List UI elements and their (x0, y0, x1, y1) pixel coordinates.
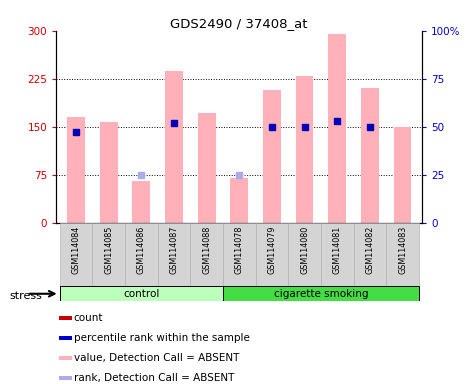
Text: GSM114084: GSM114084 (71, 226, 80, 274)
Bar (223, 223, 256, 286)
Title: GDS2490 / 37408_at: GDS2490 / 37408_at (170, 17, 308, 30)
Text: count: count (74, 313, 103, 323)
Bar (190, 223, 223, 286)
Bar (132, 181, 150, 223)
Bar (386, 223, 419, 286)
Bar (67, 117, 85, 223)
Text: cigarette smoking: cigarette smoking (273, 289, 368, 299)
Bar (393, 127, 411, 223)
Bar (59, 336, 72, 340)
Bar (125, 223, 158, 286)
Bar (263, 90, 281, 223)
Text: percentile rank within the sample: percentile rank within the sample (74, 333, 250, 343)
Text: stress: stress (9, 291, 42, 301)
Text: GSM114083: GSM114083 (398, 226, 407, 274)
Bar (60, 286, 223, 301)
Bar (158, 223, 190, 286)
Bar (165, 71, 183, 223)
Bar (59, 356, 72, 360)
Bar (288, 223, 321, 286)
Text: rank, Detection Call = ABSENT: rank, Detection Call = ABSENT (74, 373, 234, 383)
Text: GSM114086: GSM114086 (136, 226, 146, 274)
Bar (59, 316, 72, 320)
Text: GSM114085: GSM114085 (104, 226, 113, 274)
Bar (60, 223, 92, 286)
Text: GSM114082: GSM114082 (365, 226, 374, 274)
Text: GSM114081: GSM114081 (333, 226, 342, 274)
Bar (328, 34, 346, 223)
Bar (354, 223, 386, 286)
Text: GSM114080: GSM114080 (300, 226, 309, 274)
Bar (92, 223, 125, 286)
Text: GSM114088: GSM114088 (202, 226, 211, 274)
Bar (321, 223, 354, 286)
Text: GSM114087: GSM114087 (169, 226, 178, 274)
Bar (295, 76, 313, 223)
Text: GSM114079: GSM114079 (267, 226, 276, 275)
Bar (59, 376, 72, 381)
Bar (99, 122, 118, 223)
Bar (223, 286, 419, 301)
Text: value, Detection Call = ABSENT: value, Detection Call = ABSENT (74, 353, 239, 363)
Bar (197, 113, 216, 223)
Bar (361, 88, 379, 223)
Text: GSM114078: GSM114078 (234, 226, 244, 274)
Bar (230, 178, 248, 223)
Bar (256, 223, 288, 286)
Text: control: control (123, 289, 159, 299)
